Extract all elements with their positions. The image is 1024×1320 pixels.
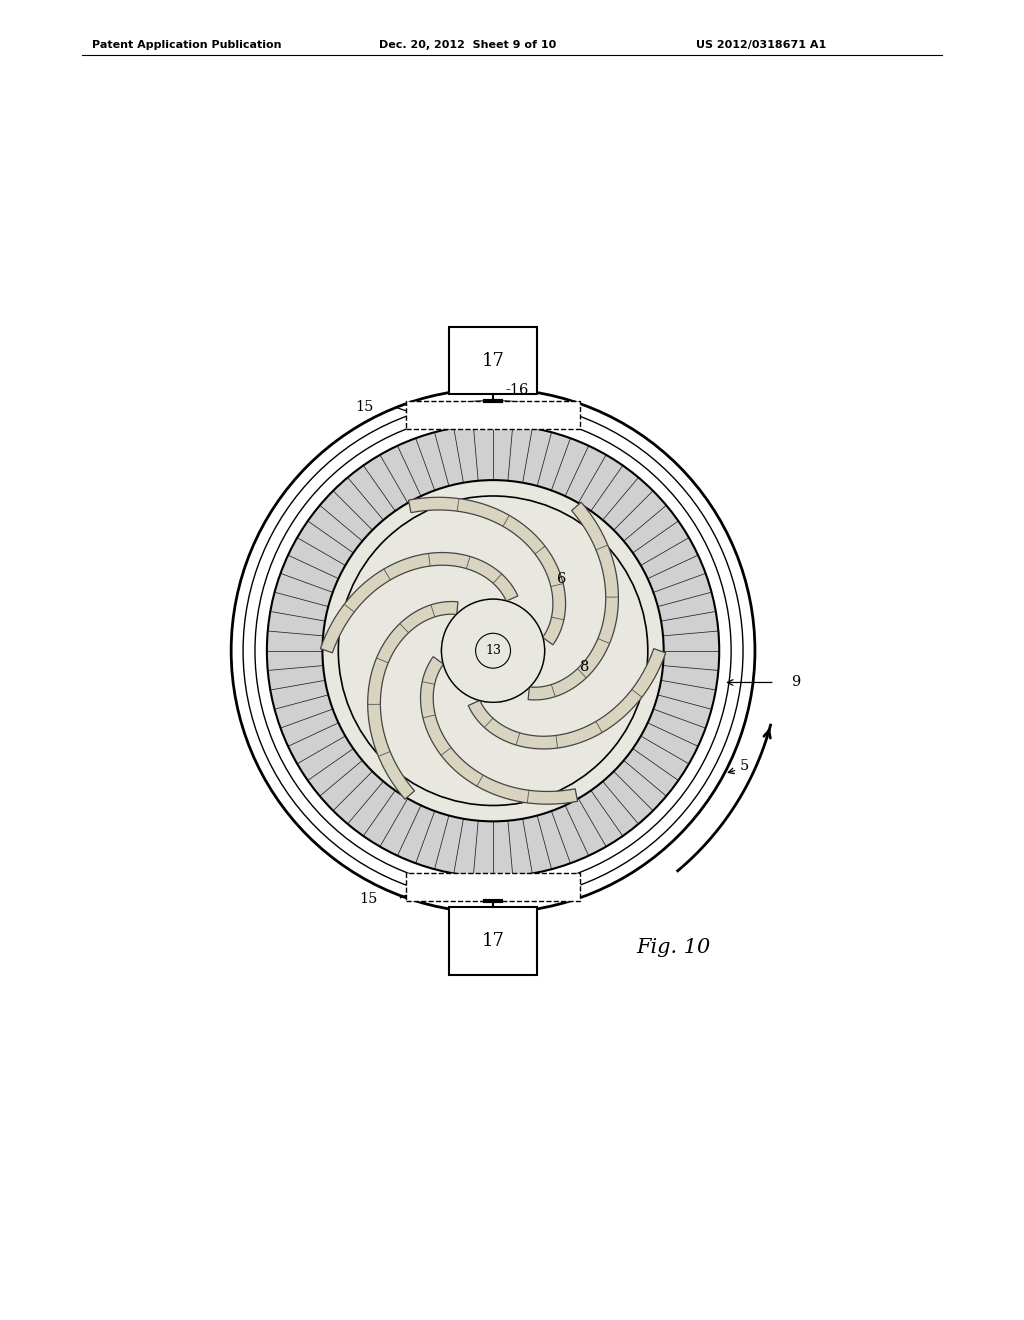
Text: 15: 15: [355, 400, 374, 413]
Text: 9: 9: [791, 676, 800, 689]
Text: 5: 5: [739, 759, 749, 772]
FancyBboxPatch shape: [450, 907, 537, 974]
Text: 6: 6: [557, 573, 566, 586]
Text: US 2012/0318671 A1: US 2012/0318671 A1: [696, 40, 826, 50]
Polygon shape: [409, 498, 565, 645]
Polygon shape: [528, 502, 618, 700]
Polygon shape: [321, 553, 518, 653]
Polygon shape: [368, 602, 458, 799]
Circle shape: [441, 599, 545, 702]
Text: 15: 15: [359, 892, 378, 906]
Text: Fig. 10: Fig. 10: [636, 939, 711, 957]
FancyBboxPatch shape: [406, 873, 581, 900]
Circle shape: [267, 425, 719, 876]
Circle shape: [441, 599, 545, 702]
Text: 17: 17: [481, 351, 505, 370]
Text: 17: 17: [481, 932, 505, 950]
Circle shape: [338, 496, 648, 805]
Text: 8: 8: [581, 660, 590, 673]
Text: Dec. 20, 2012  Sheet 9 of 10: Dec. 20, 2012 Sheet 9 of 10: [379, 40, 556, 50]
Text: -16: -16: [505, 383, 528, 397]
Polygon shape: [468, 648, 666, 748]
FancyBboxPatch shape: [406, 401, 581, 429]
Text: Patent Application Publication: Patent Application Publication: [92, 40, 282, 50]
Circle shape: [323, 480, 664, 821]
Polygon shape: [421, 656, 578, 804]
FancyBboxPatch shape: [450, 327, 537, 395]
Text: 13: 13: [485, 644, 501, 657]
Circle shape: [231, 389, 755, 912]
